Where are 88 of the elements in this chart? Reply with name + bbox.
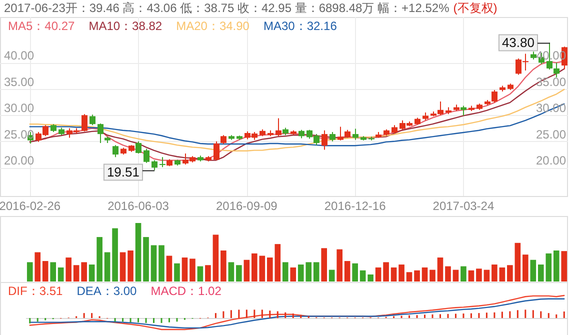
bar	[445, 266, 451, 282]
bar	[73, 265, 80, 282]
bar	[88, 264, 95, 282]
bar	[492, 264, 498, 282]
bar	[476, 268, 482, 282]
bar	[143, 237, 149, 282]
bar	[58, 267, 64, 282]
x-tick-label: 2016-06-03	[108, 199, 170, 213]
bar	[290, 267, 296, 282]
bar	[174, 263, 180, 282]
annotation: 19.51	[106, 164, 140, 180]
bar	[112, 228, 118, 282]
bar	[228, 262, 234, 282]
bar	[34, 252, 41, 282]
text: MA10：38.82	[88, 19, 162, 33]
bar	[398, 264, 404, 282]
bar	[352, 263, 358, 282]
bar	[66, 258, 72, 282]
bar	[321, 248, 328, 282]
annotation: 43.80	[498, 34, 550, 52]
bar	[360, 270, 366, 282]
series-label: MACD：1.02	[150, 284, 222, 298]
bar	[197, 266, 204, 282]
bar	[259, 256, 266, 282]
bar	[514, 242, 521, 282]
y-tick-label: 30.00	[4, 101, 34, 116]
bar	[561, 251, 568, 282]
y-tick-label: 20.00	[4, 154, 34, 168]
bar	[158, 245, 164, 282]
bar	[236, 265, 242, 282]
y-tick-label: 35.00	[4, 74, 34, 89]
y2-tick-label: 20.00	[536, 154, 566, 168]
x-tick-label: 2016-09-09	[216, 199, 278, 213]
bar	[344, 261, 350, 282]
bar	[383, 262, 389, 282]
annotation: 43.80	[502, 35, 534, 50]
bar	[282, 262, 288, 282]
bar	[205, 265, 211, 282]
x-tick-label: 2017-03-24	[432, 199, 494, 213]
x-tick-label: 2016-12-16	[324, 199, 386, 213]
bar	[422, 267, 428, 282]
bar	[313, 262, 320, 282]
bar	[530, 260, 536, 282]
bar	[553, 250, 560, 282]
bar	[368, 274, 374, 282]
bar	[252, 253, 258, 282]
bar	[406, 272, 412, 282]
bar	[414, 270, 420, 282]
bar	[96, 237, 102, 282]
text: MA30：32.16	[263, 19, 338, 33]
bar	[437, 258, 444, 282]
bar	[468, 270, 474, 282]
bar	[336, 249, 342, 282]
bar	[460, 266, 466, 282]
bar	[166, 256, 172, 282]
bar	[42, 261, 48, 282]
bar	[120, 252, 126, 282]
bar	[220, 250, 226, 282]
bar	[522, 254, 528, 282]
bar	[150, 245, 157, 282]
x-tick-label: 2016-02-26	[0, 199, 61, 213]
header: 2017-06-23开：39.46 高：43.06 低：38.75 收：42.95 量：6898.48万 幅：+12.52% (不复权)	[4, 1, 498, 15]
text: MA20：34.90	[176, 19, 250, 33]
bar	[499, 267, 506, 282]
bar	[484, 270, 490, 282]
series-label: DEA：3.00	[76, 284, 138, 298]
text: DIF：3.51	[8, 284, 64, 298]
bar	[452, 270, 459, 282]
bar	[128, 250, 134, 282]
bar	[182, 258, 188, 282]
bar	[26, 262, 33, 282]
bar	[507, 265, 513, 282]
bar	[135, 223, 142, 282]
bar	[244, 260, 250, 282]
bar	[81, 262, 87, 282]
y2-tick-label: 35.00	[536, 74, 566, 89]
y2-tick-label: 25.00	[536, 127, 566, 142]
bar	[190, 258, 196, 282]
bar	[50, 262, 56, 282]
bar	[390, 267, 397, 282]
bar	[375, 267, 382, 282]
annotation: 19.51	[103, 164, 155, 181]
y-tick-label: 40.00	[4, 48, 34, 63]
bar	[212, 234, 219, 282]
bar	[430, 270, 436, 282]
text: MA5：40.27	[8, 19, 76, 33]
bar	[328, 270, 335, 282]
bar	[104, 252, 110, 282]
